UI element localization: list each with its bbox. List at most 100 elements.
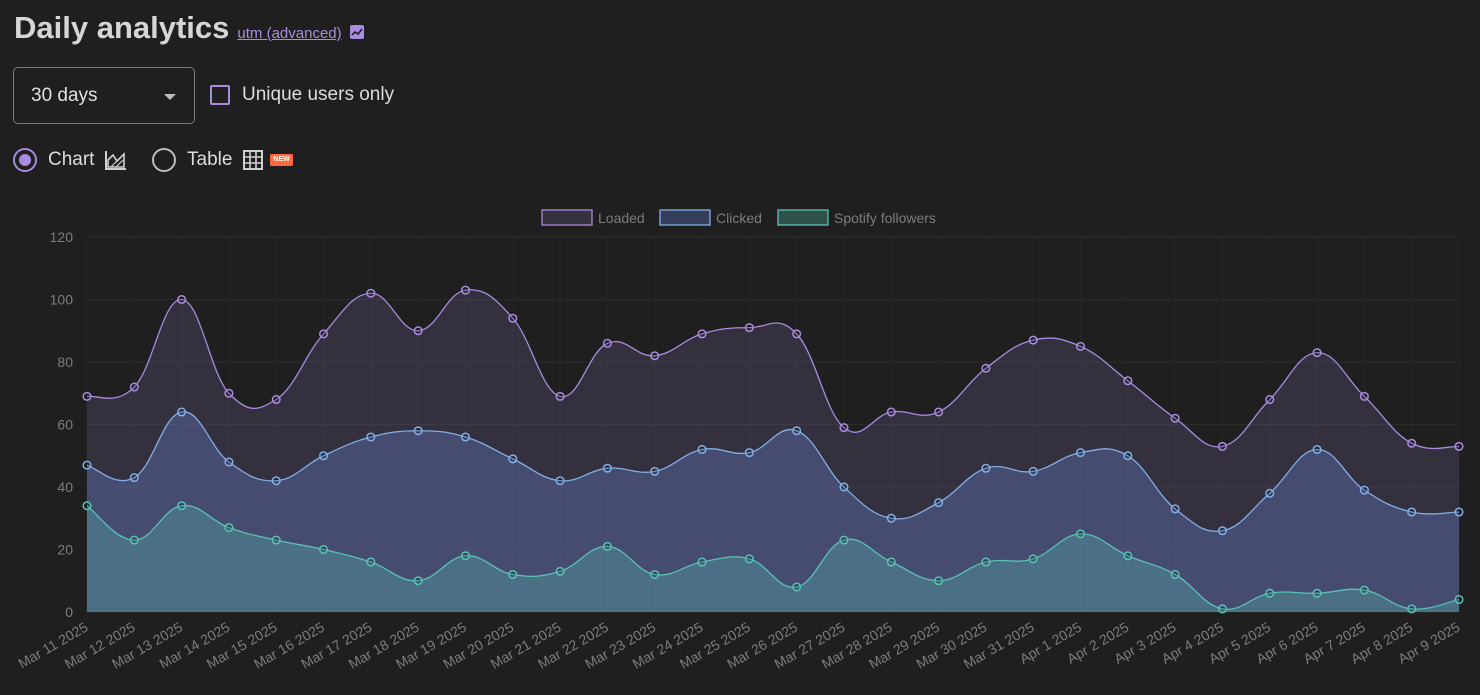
data-point: [319, 451, 329, 461]
legend-label: Spotify followers: [834, 210, 936, 226]
data-point: [886, 407, 896, 417]
data-point: [460, 432, 471, 442]
data-point: [129, 535, 139, 545]
data-point: [1123, 551, 1133, 561]
series-line-2: [86, 505, 1460, 611]
series-area-0: [87, 289, 1459, 612]
area-chart-icon: [105, 151, 127, 170]
data-point: [792, 329, 802, 339]
data-point: [1265, 488, 1275, 498]
unique-users-label: Unique users only: [242, 84, 395, 105]
page-title: Daily analytics: [14, 10, 230, 45]
chart-line-icon[interactable]: [349, 25, 364, 39]
data-point: [1075, 448, 1086, 458]
data-point: [1359, 485, 1369, 495]
data-point: [460, 551, 471, 561]
data-point: [508, 454, 518, 464]
data-point: [82, 501, 92, 511]
data-point: [129, 382, 139, 392]
data-point: [981, 557, 991, 567]
series-line-0: [86, 289, 1460, 450]
data-point: [1217, 526, 1227, 536]
data-point: [1075, 341, 1086, 351]
data-point: [366, 432, 376, 442]
data-point: [650, 466, 660, 476]
data-point: [1075, 529, 1086, 539]
data-point: [508, 313, 518, 323]
data-point: [792, 426, 802, 436]
data-point: [366, 557, 376, 567]
data-point: [744, 554, 754, 564]
data-point: [366, 288, 376, 298]
legend-swatch: [541, 209, 593, 226]
data-point: [177, 501, 187, 511]
data-point: [271, 535, 281, 545]
data-point: [1407, 604, 1417, 614]
data-point: [319, 544, 329, 555]
data-point: [1170, 504, 1180, 514]
data-point: [602, 338, 612, 348]
data-point: [224, 523, 234, 533]
y-tick-label: 100: [50, 292, 74, 308]
data-point: [1265, 588, 1275, 598]
y-tick-label: 60: [57, 417, 73, 433]
data-point: [1028, 335, 1038, 345]
data-point: [650, 351, 660, 361]
data-point: [1170, 569, 1180, 580]
data-point: [1028, 554, 1038, 564]
series-line-1: [86, 411, 1460, 532]
period-select[interactable]: 30 days: [13, 67, 195, 124]
data-point: [1217, 441, 1227, 451]
data-point: [413, 326, 423, 336]
data-point: [319, 329, 329, 339]
view-table-option[interactable]: Table NEW: [152, 148, 293, 172]
view-chart-label: Chart: [48, 149, 95, 170]
data-point: [555, 476, 565, 486]
data-point: [602, 463, 612, 473]
view-table-label: Table: [187, 149, 233, 170]
view-table-radio[interactable]: [152, 148, 176, 172]
view-chart-radio[interactable]: [13, 148, 37, 172]
unique-users-toggle[interactable]: Unique users only: [210, 84, 394, 106]
period-select-value: 30 days: [31, 84, 98, 106]
data-point: [224, 457, 234, 467]
data-point: [792, 582, 802, 592]
data-point: [177, 407, 187, 417]
legend-label: Clicked: [716, 210, 762, 226]
data-point: [1454, 441, 1464, 451]
utm-advanced-link[interactable]: utm (advanced): [237, 25, 342, 42]
data-point: [271, 476, 281, 486]
data-point: [1359, 585, 1369, 595]
data-point: [555, 566, 565, 576]
data-point: [413, 576, 423, 586]
data-point: [839, 535, 849, 545]
data-point: [981, 463, 991, 473]
table-icon: [243, 150, 264, 170]
legend-swatch: [659, 209, 711, 226]
data-point: [224, 388, 234, 398]
data-point: [744, 448, 754, 458]
data-point: [934, 498, 944, 508]
data-point: [82, 391, 92, 401]
data-point: [981, 363, 991, 373]
data-point: [413, 426, 423, 436]
data-point: [555, 391, 565, 401]
data-point: [460, 285, 471, 295]
data-point: [602, 541, 612, 551]
data-point: [271, 394, 281, 405]
view-chart-option[interactable]: Chart: [13, 148, 127, 172]
data-point: [177, 294, 187, 305]
data-point: [839, 482, 849, 492]
series-area-2: [87, 505, 1459, 612]
data-point: [1028, 466, 1038, 476]
data-point: [1170, 413, 1180, 423]
y-tick-label: 120: [50, 229, 74, 245]
y-tick-label: 0: [65, 604, 73, 620]
y-tick-label: 40: [57, 479, 73, 495]
unique-users-checkbox[interactable]: [210, 85, 230, 105]
data-point: [697, 444, 707, 455]
data-point: [697, 557, 707, 567]
data-point: [886, 557, 896, 567]
legend-label: Loaded: [598, 210, 645, 226]
